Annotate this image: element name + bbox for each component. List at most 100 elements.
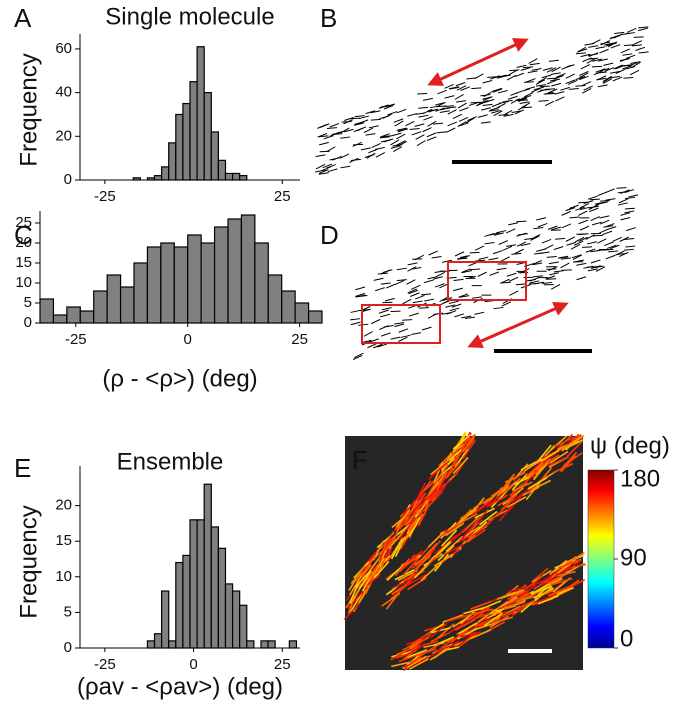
stick xyxy=(466,118,475,123)
stick xyxy=(401,335,411,337)
bar xyxy=(147,641,154,648)
stick xyxy=(506,245,516,247)
stick xyxy=(576,53,586,54)
stick xyxy=(588,269,598,271)
stick xyxy=(596,47,606,49)
stick xyxy=(560,263,569,268)
stick xyxy=(319,142,329,145)
stick xyxy=(454,279,464,280)
stick xyxy=(328,169,338,172)
stick xyxy=(530,63,540,64)
bar xyxy=(176,563,183,648)
stick xyxy=(428,314,437,319)
stick xyxy=(437,90,446,94)
stick xyxy=(635,47,644,50)
stick xyxy=(399,329,408,332)
stick xyxy=(385,298,395,300)
bar xyxy=(190,82,197,180)
stick xyxy=(626,55,635,58)
stick xyxy=(468,117,477,121)
y-tick-label: 10 xyxy=(55,568,72,585)
bar xyxy=(169,143,176,180)
stick xyxy=(364,332,373,337)
y-tick-label: 5 xyxy=(24,294,32,311)
bar xyxy=(134,263,147,323)
stick xyxy=(380,314,390,317)
stick xyxy=(489,258,499,260)
stick xyxy=(591,217,600,221)
x-tick-label: -25 xyxy=(65,331,87,348)
stick xyxy=(481,122,491,123)
stick xyxy=(569,88,579,89)
stick xyxy=(542,239,551,243)
stick xyxy=(482,81,492,84)
stick xyxy=(622,54,632,55)
stick xyxy=(432,257,442,258)
stick xyxy=(624,45,634,46)
stick xyxy=(372,143,381,147)
x-tick-label: 0 xyxy=(184,331,192,348)
stick xyxy=(407,280,416,285)
bar xyxy=(215,227,228,323)
stick xyxy=(606,255,615,259)
stick xyxy=(367,153,376,158)
stick xyxy=(379,310,388,313)
stick xyxy=(355,287,365,290)
stick xyxy=(447,311,456,314)
stick xyxy=(459,117,468,121)
stick xyxy=(342,121,352,122)
orientation-map-d xyxy=(350,188,638,360)
stick xyxy=(402,299,411,304)
stick xyxy=(496,231,506,233)
stick xyxy=(549,262,559,264)
stick xyxy=(429,251,438,255)
stick xyxy=(395,281,404,285)
stick xyxy=(580,226,589,230)
stick xyxy=(516,99,526,100)
stick xyxy=(507,273,517,276)
stick xyxy=(518,100,528,101)
stick xyxy=(555,97,564,101)
stick xyxy=(489,272,498,275)
y-tick-label: 10 xyxy=(15,274,32,291)
y-tick-label: 15 xyxy=(55,532,72,549)
orientation-map-b xyxy=(315,27,649,174)
y-tick-label: 0 xyxy=(64,639,72,656)
stick xyxy=(371,319,380,323)
stick xyxy=(578,211,587,215)
bar xyxy=(204,93,211,180)
bar xyxy=(176,114,183,180)
stick xyxy=(551,73,561,74)
stick xyxy=(518,234,528,235)
stick xyxy=(562,224,571,228)
y-tick-label: 15 xyxy=(15,254,32,271)
stick xyxy=(418,115,428,117)
bar xyxy=(211,132,218,180)
stick xyxy=(381,283,391,284)
stick xyxy=(582,82,591,86)
stick xyxy=(375,147,385,149)
y-tick-label: 40 xyxy=(55,84,72,101)
bar xyxy=(268,641,275,648)
stick xyxy=(450,308,460,311)
bar xyxy=(53,315,66,323)
x-axis-label: (ρ - <ρ>) (deg) xyxy=(102,365,257,392)
stick xyxy=(603,63,613,65)
bar xyxy=(155,176,162,180)
bar xyxy=(268,275,281,323)
stick xyxy=(534,253,544,254)
bar xyxy=(94,291,107,323)
panel-letter: D xyxy=(320,220,339,250)
stick xyxy=(532,69,542,71)
stick xyxy=(619,199,628,203)
bar xyxy=(233,173,240,180)
stick xyxy=(448,122,457,126)
y-axis-label: Frequency xyxy=(15,505,42,618)
y-tick-label: 5 xyxy=(64,603,72,620)
stick xyxy=(449,301,459,303)
stick xyxy=(375,288,385,291)
bar xyxy=(162,167,169,180)
stick xyxy=(508,96,518,99)
bar xyxy=(225,584,232,648)
stick xyxy=(549,273,559,275)
